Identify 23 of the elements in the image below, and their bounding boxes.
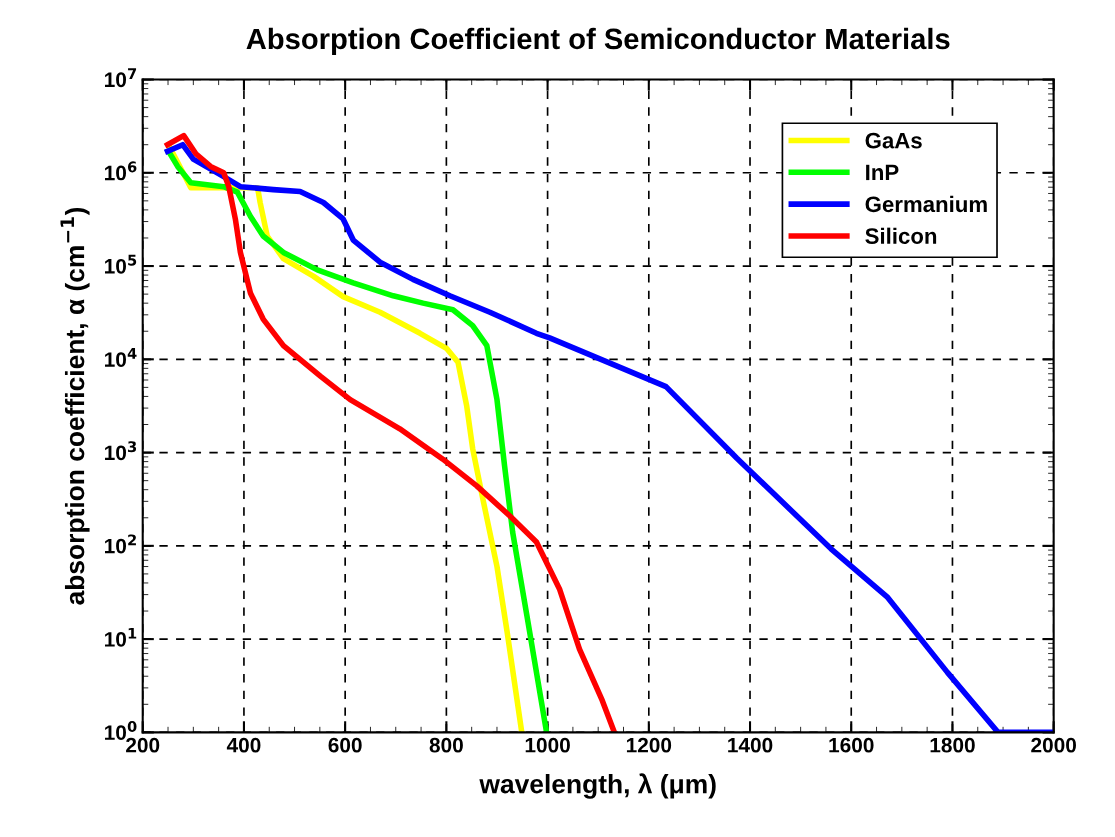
x-tick-label: 1200	[626, 737, 672, 753]
y-tick-label: 10$^{2}$	[105, 534, 136, 554]
x-tick-label: 400	[226, 737, 261, 753]
y-axis-title: absorption coefficient, α (cm$^{−1}$)	[60, 207, 90, 605]
x-tick-label: 1000	[525, 737, 570, 753]
legend-label: Silicon	[865, 227, 937, 244]
x-tick-label: 2000	[1031, 737, 1076, 753]
x-tick-label: 1400	[728, 737, 773, 753]
y-tick-label: 10$^{4}$	[105, 348, 137, 367]
legend-label: InP	[866, 164, 899, 181]
x-tick-label: 600	[328, 737, 362, 753]
x-tick-label: 1800	[930, 737, 975, 753]
y-tick-label: 10$^{1}$	[105, 627, 137, 647]
legend-label: Germanium	[865, 195, 987, 213]
x-tick-label: 1600	[829, 737, 874, 753]
y-tick-label: 10$^{6}$	[105, 161, 137, 181]
x-tick-label: 800	[429, 737, 463, 753]
y-tick-label: 10$^{7}$	[105, 68, 137, 88]
y-tick-label: 10$^{3}$	[105, 441, 137, 461]
chart-title: Absorption Coefficient of Semiconductor Materials	[246, 27, 950, 56]
legend-label: GaAs	[865, 132, 922, 149]
x-axis-title: wavelength, λ (μm)	[479, 773, 716, 799]
y-tick-label: 10$^{5}$	[105, 254, 137, 274]
